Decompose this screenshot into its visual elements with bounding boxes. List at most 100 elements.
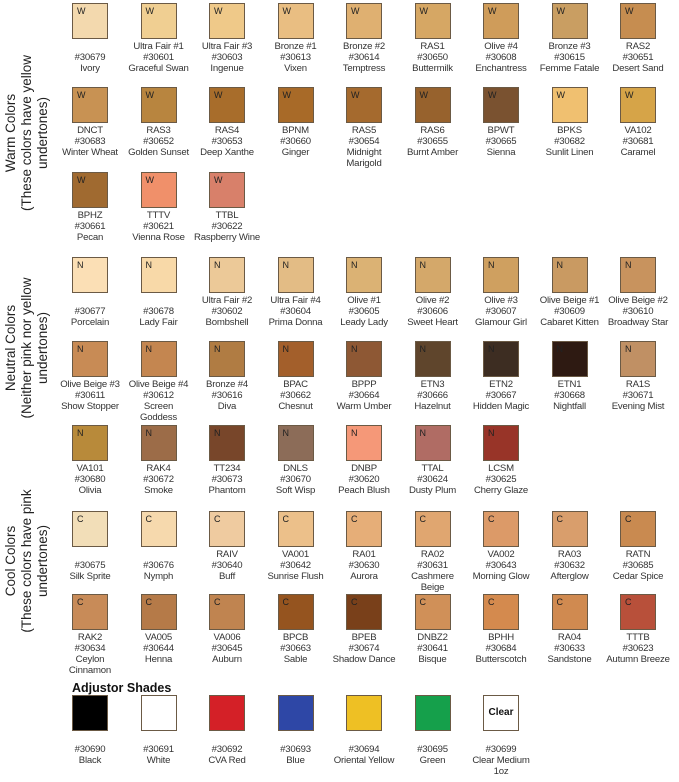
color-swatch[interactable] — [277, 695, 314, 731]
color-swatch[interactable]: W — [72, 87, 108, 123]
color-swatch[interactable] — [346, 695, 382, 731]
color-swatch[interactable]: C — [551, 594, 588, 630]
swatch-item[interactable]: N Bronze #4 #30616 Diva — [193, 341, 261, 412]
color-swatch[interactable] — [209, 695, 245, 731]
swatch-item[interactable]: N Olive #1 #30605 Leady Lady — [330, 257, 398, 328]
swatch-item[interactable]: N BPAC #30662 Chesnut — [262, 341, 330, 412]
swatch-item[interactable]: C BPEB #30674 Shadow Dance — [330, 594, 398, 665]
swatch-item[interactable]: C RAK2 #30634 Ceylon Cinnamon — [56, 594, 124, 676]
swatch-item[interactable]: #30690 Black — [56, 695, 124, 766]
color-swatch[interactable]: N — [620, 257, 656, 293]
color-swatch[interactable]: C — [72, 511, 108, 547]
swatch-item[interactable]: C BPCB #30663 Sable — [262, 594, 330, 665]
swatch-item[interactable]: #30691 White — [125, 695, 193, 766]
color-swatch[interactable] — [72, 695, 108, 731]
color-swatch[interactable]: W — [140, 3, 177, 39]
swatch-item[interactable]: N LCSM #30625 Cherry Glaze — [467, 425, 535, 496]
swatch-item[interactable]: W RAS1 #30650 Buttermilk — [399, 3, 467, 74]
color-swatch[interactable]: N — [346, 257, 382, 293]
color-swatch[interactable]: W — [140, 87, 177, 123]
swatch-item[interactable]: N Olive Beige #3 #30611 Show Stopper — [56, 341, 124, 412]
swatch-item[interactable]: W TTTV #30621 Vienna Rose — [125, 172, 193, 243]
color-swatch[interactable]: W — [209, 172, 245, 208]
color-swatch[interactable]: C — [414, 594, 451, 630]
swatch-item[interactable]: N DNBP #30620 Peach Blush — [330, 425, 398, 496]
color-swatch[interactable]: C — [346, 511, 382, 547]
swatch-item[interactable]: W BPNM #30660 Ginger — [262, 87, 330, 158]
color-swatch[interactable]: C — [346, 594, 382, 630]
swatch-item[interactable]: N Ultra Fair #2 #30602 Bombshell — [193, 257, 261, 328]
swatch-item[interactable]: W RAS3 #30652 Golden Sunset — [125, 87, 193, 158]
color-swatch[interactable]: N — [72, 341, 108, 377]
color-swatch[interactable]: N — [483, 425, 519, 461]
swatch-item[interactable]: C RA04 #30633 Sandstone — [536, 594, 604, 665]
swatch-item[interactable]: W BPKS #30682 Sunlit Linen — [536, 87, 604, 158]
color-swatch[interactable]: W — [72, 3, 108, 39]
swatch-item[interactable]: N TT234 #30673 Phantom — [193, 425, 261, 496]
swatch-item[interactable]: C VA002 #30643 Morning Glow — [467, 511, 535, 582]
swatch-item[interactable]: W BPHZ #30661 Pecan — [56, 172, 124, 243]
color-swatch[interactable]: W — [414, 87, 451, 123]
color-swatch[interactable]: C — [551, 511, 588, 547]
color-swatch[interactable]: C — [620, 511, 656, 547]
swatch-item[interactable]: W Bronze #2 #30614 Temptress — [330, 3, 398, 74]
swatch-item[interactable]: W RAS5 #30654 Midnight Marigold — [330, 87, 398, 169]
color-swatch[interactable]: W — [551, 3, 588, 39]
color-swatch[interactable]: N — [346, 341, 382, 377]
color-swatch[interactable]: N — [414, 425, 451, 461]
swatch-item[interactable]: N RA1S #30671 Evening Mist — [604, 341, 672, 412]
color-swatch[interactable]: N — [414, 257, 451, 293]
color-swatch[interactable]: N — [551, 257, 588, 293]
swatch-item[interactable]: N #30678 Lady Fair — [125, 257, 193, 328]
swatch-item[interactable]: W BPWT #30665 Sienna — [467, 87, 535, 158]
swatch-item[interactable]: W Bronze #1 #30613 Vixen — [262, 3, 330, 74]
color-swatch[interactable]: C — [209, 594, 245, 630]
color-swatch[interactable]: C — [277, 511, 314, 547]
color-swatch[interactable]: N — [277, 341, 314, 377]
color-swatch[interactable]: N — [72, 425, 108, 461]
swatch-item[interactable]: N VA101 #30680 Olivia — [56, 425, 124, 496]
swatch-item[interactable]: W RAS6 #30655 Burnt Amber — [399, 87, 467, 158]
color-swatch[interactable]: W — [209, 87, 245, 123]
color-swatch[interactable]: W — [414, 3, 451, 39]
swatch-item[interactable]: #30692 CVA Red — [193, 695, 261, 766]
swatch-item[interactable]: W Ultra Fair #1 #30601 Graceful Swan — [125, 3, 193, 74]
swatch-item[interactable]: #30695 Green — [399, 695, 467, 766]
color-swatch[interactable]: C — [209, 511, 245, 547]
color-swatch[interactable]: C — [140, 594, 177, 630]
swatch-item[interactable]: C VA006 #30645 Auburn — [193, 594, 261, 665]
color-swatch[interactable]: W — [277, 3, 314, 39]
swatch-item[interactable]: C RA02 #30631 Cashmere Beige — [399, 511, 467, 593]
swatch-item[interactable]: C VA005 #30644 Henna — [125, 594, 193, 665]
swatch-item[interactable]: W TTBL #30622 Raspberry Wine — [193, 172, 261, 243]
color-swatch[interactable]: W — [72, 172, 108, 208]
swatch-item[interactable]: N DNLS #30670 Soft Wisp — [262, 425, 330, 496]
color-swatch[interactable]: C — [620, 594, 656, 630]
color-swatch[interactable] — [414, 695, 451, 731]
swatch-item[interactable]: C TTTB #30623 Autumn Breeze — [604, 594, 672, 665]
swatch-item[interactable]: N Olive Beige #1 #30609 Cabaret Kitten — [536, 257, 604, 328]
color-swatch[interactable]: C — [277, 594, 314, 630]
color-swatch[interactable]: W — [209, 3, 245, 39]
swatch-item[interactable]: N Olive Beige #2 #30610 Broadway Star — [604, 257, 672, 328]
swatch-item[interactable]: C VA001 #30642 Sunrise Flush — [262, 511, 330, 582]
color-swatch[interactable]: N — [483, 341, 519, 377]
swatch-item[interactable]: #30694 Oriental Yellow — [330, 695, 398, 766]
swatch-item[interactable]: W VA102 #30681 Caramel — [604, 87, 672, 158]
color-swatch[interactable]: Clear — [483, 695, 519, 731]
color-swatch[interactable]: N — [277, 425, 314, 461]
color-swatch[interactable]: C — [414, 511, 451, 547]
color-swatch[interactable]: N — [209, 341, 245, 377]
color-swatch[interactable]: W — [483, 3, 519, 39]
swatch-item[interactable]: W DNCT #30683 Winter Wheat — [56, 87, 124, 158]
color-swatch[interactable]: W — [620, 87, 656, 123]
color-swatch[interactable]: N — [277, 257, 314, 293]
swatch-item[interactable]: C BPHH #30684 Butterscotch — [467, 594, 535, 665]
swatch-item[interactable]: C #30675 Silk Sprite — [56, 511, 124, 582]
swatch-item[interactable]: N TTAL #30624 Dusty Plum — [399, 425, 467, 496]
swatch-item[interactable]: N Olive #3 #30607 Glamour Girl — [467, 257, 535, 328]
swatch-item[interactable]: W #30679 Ivory — [56, 3, 124, 74]
color-swatch[interactable]: W — [140, 172, 177, 208]
color-swatch[interactable]: N — [72, 257, 108, 293]
swatch-item[interactable]: C #30676 Nymph — [125, 511, 193, 582]
